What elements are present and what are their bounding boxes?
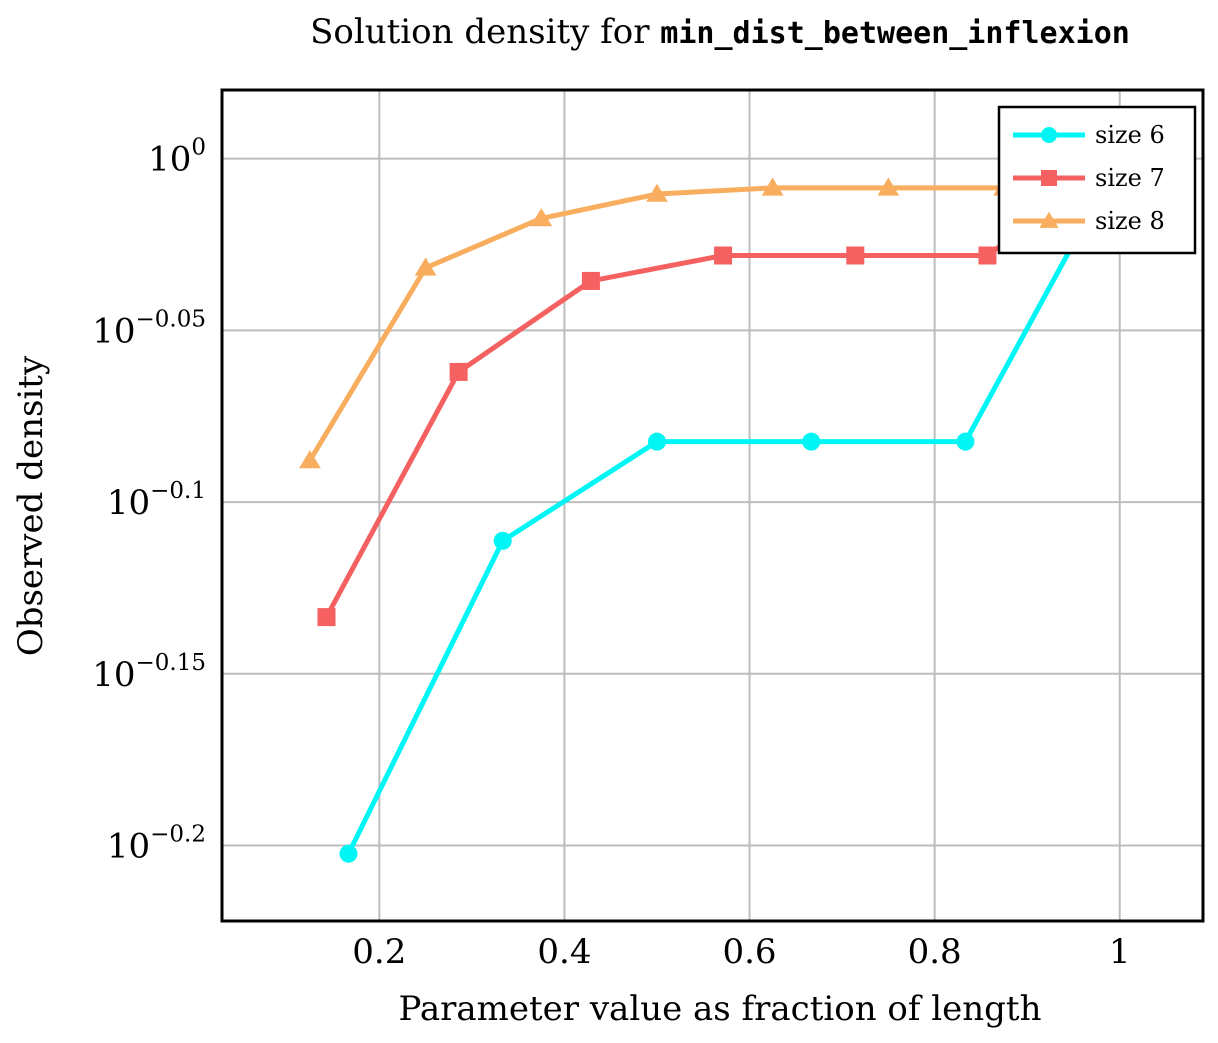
y-tick-label: 100 xyxy=(148,135,206,180)
x-tick-labels: 0.2 0.4 0.6 0.8 1 xyxy=(352,932,1130,972)
data-point-circle xyxy=(647,432,666,451)
data-point-square xyxy=(978,246,997,265)
series-layer xyxy=(299,148,1131,863)
x-tick-label: 0.6 xyxy=(722,932,776,972)
data-point-square xyxy=(1041,170,1057,186)
legend-label: size 8 xyxy=(1095,207,1165,235)
data-point-circle xyxy=(802,432,821,451)
data-point-square xyxy=(449,362,468,381)
data-point-square xyxy=(846,246,865,265)
data-point-circle xyxy=(339,844,358,863)
y-tick-label: 10−0.1 xyxy=(107,478,206,523)
data-point-triangle xyxy=(299,450,321,469)
data-point-square xyxy=(317,608,336,627)
x-tick-label: 0.4 xyxy=(537,932,591,972)
data-point-circle xyxy=(493,531,512,550)
data-point-triangle xyxy=(1039,211,1059,228)
data-point-triangle xyxy=(761,177,784,196)
legend: size 6 size 7 size 8 xyxy=(997,105,1197,255)
data-point-triangle xyxy=(646,183,668,202)
plot-frame xyxy=(220,88,1205,923)
y-tick-labels: 100 10−0.05 10−0.1 10−0.15 10−0.2 xyxy=(92,135,206,867)
legend-label: size 7 xyxy=(1095,164,1165,192)
y-tick-label: 10−0.15 xyxy=(92,650,206,695)
legend-item: size 8 xyxy=(1013,207,1165,235)
series-size-6 xyxy=(339,149,1129,863)
y-axis-title: Observed density xyxy=(11,355,51,656)
legend-item: size 6 xyxy=(1013,121,1165,149)
data-point-square xyxy=(714,246,733,265)
chart-title-prefix: Solution density for xyxy=(310,12,660,52)
chart-title-code: min_dist_between_inflexion xyxy=(660,16,1130,51)
x-tick-label: 1 xyxy=(1109,932,1131,972)
series-size-7 xyxy=(317,149,1129,627)
y-tick-label: 10−0.05 xyxy=(92,306,206,351)
legend-item: size 7 xyxy=(1013,164,1165,192)
series-line xyxy=(307,156,1121,462)
data-point-triangle xyxy=(414,257,437,276)
x-axis-title: Parameter value as fraction of length xyxy=(399,989,1042,1029)
y-tick-label: 10−0.2 xyxy=(107,821,206,866)
series-line xyxy=(346,157,1122,855)
x-tick-label: 0.8 xyxy=(908,932,962,972)
data-point-triangle xyxy=(877,177,900,196)
legend-label: size 6 xyxy=(1095,121,1165,149)
data-point-triangle xyxy=(530,208,553,227)
data-point-circle xyxy=(1041,127,1057,143)
chart-title: Solution density for min_dist_between_in… xyxy=(310,12,1130,52)
x-tick-label: 0.2 xyxy=(352,932,406,972)
data-point-circle xyxy=(956,432,975,451)
data-point-square xyxy=(581,271,600,290)
